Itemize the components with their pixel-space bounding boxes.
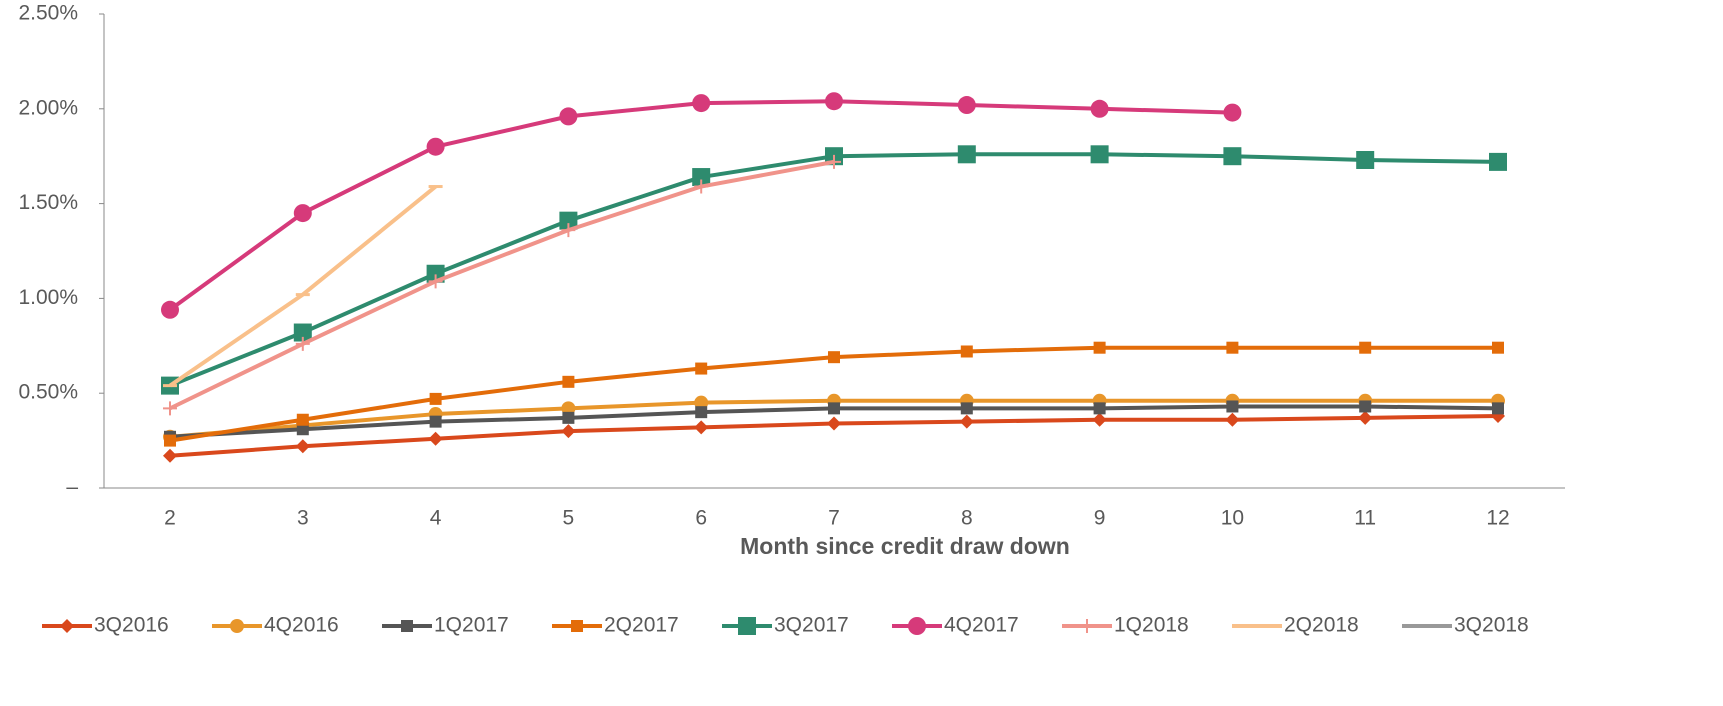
legend-label: 3Q2018 <box>1454 614 1529 637</box>
point <box>1090 145 1109 164</box>
legend-marker <box>1080 619 1094 633</box>
y-tick-label: 1.00% <box>18 286 78 309</box>
point <box>828 402 840 415</box>
series-line <box>168 99 1233 312</box>
point <box>827 154 841 169</box>
legend-label: 2Q2018 <box>1284 614 1359 637</box>
point <box>293 323 312 342</box>
legend-marker <box>401 620 413 632</box>
point <box>426 137 445 156</box>
legend-marker <box>230 619 244 633</box>
y-tick-label: 1.50% <box>18 191 78 214</box>
point <box>828 351 840 364</box>
x-tick-label: 4 <box>430 507 442 530</box>
point <box>695 406 708 419</box>
point <box>692 168 711 187</box>
point <box>429 392 442 405</box>
point <box>825 92 843 111</box>
point <box>163 448 177 463</box>
point <box>161 300 179 319</box>
legend-label: 3Q2016 <box>94 614 169 637</box>
point <box>1090 99 1109 118</box>
series-line <box>169 159 835 411</box>
point <box>1093 402 1106 415</box>
point <box>1226 341 1239 354</box>
legend-label: 1Q2018 <box>1114 614 1189 637</box>
x-tick-label: 6 <box>695 507 707 530</box>
y-tick-label: 2.50% <box>18 2 78 25</box>
point <box>559 107 578 126</box>
point <box>1359 400 1372 413</box>
point <box>694 179 709 194</box>
x-tick-label: 12 <box>1486 507 1509 530</box>
point <box>1492 341 1504 354</box>
point <box>957 145 976 164</box>
series-line <box>169 152 1499 388</box>
point <box>1225 412 1240 427</box>
point <box>960 345 973 358</box>
point <box>295 439 310 454</box>
point <box>559 211 578 230</box>
legend-marker <box>571 620 583 632</box>
point <box>163 401 177 416</box>
point <box>164 434 176 447</box>
x-tick-label: 8 <box>961 507 973 530</box>
point <box>1359 341 1372 354</box>
point <box>957 96 976 115</box>
point <box>1092 412 1107 427</box>
point <box>959 414 974 429</box>
x-tick-label: 3 <box>297 507 309 530</box>
point <box>293 204 312 223</box>
x-tick-label: 9 <box>1094 507 1106 530</box>
point <box>827 416 841 431</box>
x-tick-label: 7 <box>828 507 840 530</box>
legend-label: 1Q2017 <box>434 614 509 637</box>
legend-marker <box>908 617 926 635</box>
point <box>428 431 443 446</box>
y-tick-label: – <box>66 476 78 499</box>
x-tick-label: 11 <box>1354 507 1376 530</box>
x-tick-label: 10 <box>1221 507 1244 530</box>
legend-label: 4Q2017 <box>944 614 1019 637</box>
y-tick-label: 2.00% <box>18 96 78 119</box>
point <box>562 375 575 388</box>
point <box>1489 152 1507 171</box>
legend-marker <box>60 619 74 633</box>
x-axis-title: Month since credit draw down <box>740 533 1070 559</box>
point <box>1356 150 1375 169</box>
legend-marker <box>738 617 756 635</box>
point <box>296 423 309 436</box>
point <box>561 223 576 238</box>
point <box>694 420 709 435</box>
legend-label: 2Q2017 <box>604 614 679 637</box>
point <box>692 94 711 113</box>
x-tick-label: 5 <box>563 507 575 530</box>
y-tick-label: 0.50% <box>18 381 78 404</box>
point <box>1226 400 1239 413</box>
point <box>429 415 442 428</box>
point <box>428 274 443 289</box>
point <box>1492 402 1504 415</box>
point <box>561 424 576 439</box>
point <box>1093 341 1106 354</box>
point <box>1223 103 1242 122</box>
legend-label: 3Q2017 <box>774 614 849 637</box>
x-tick-label: 2 <box>164 507 176 530</box>
point <box>1223 147 1242 166</box>
legend-label: 4Q2016 <box>264 614 339 637</box>
point <box>960 402 973 415</box>
point <box>295 336 310 351</box>
point <box>562 411 575 424</box>
point <box>695 362 708 375</box>
point <box>1358 410 1373 425</box>
point <box>296 413 309 426</box>
